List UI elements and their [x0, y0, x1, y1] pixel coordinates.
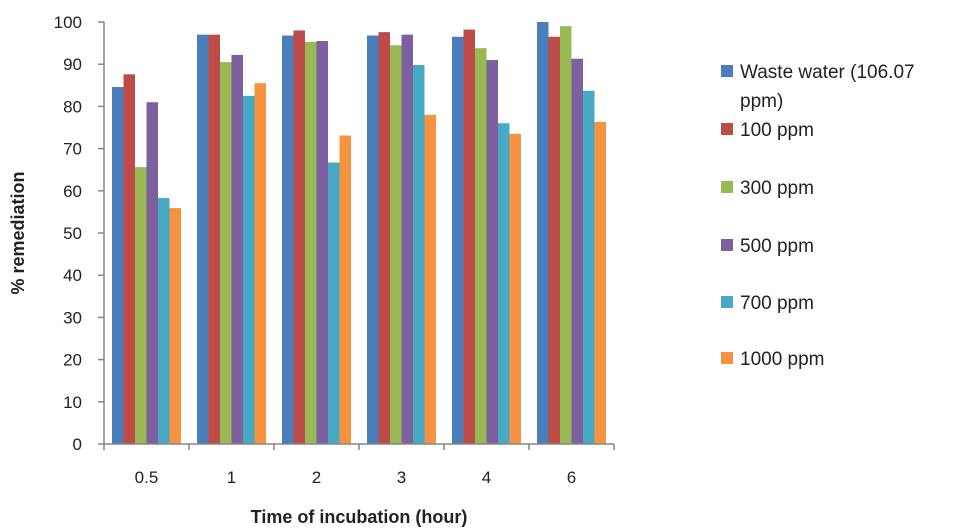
- bar: [112, 86, 124, 445]
- y-tick-label: 0: [73, 435, 82, 454]
- legend-swatch: [721, 352, 733, 364]
- legend-label: ppm): [740, 91, 783, 112]
- y-tick-label: 70: [63, 140, 82, 159]
- legend-swatch: [721, 123, 733, 135]
- bar: [475, 48, 487, 444]
- legend-item: 700 ppm: [721, 293, 814, 314]
- bar: [413, 65, 425, 444]
- bar: [197, 34, 209, 444]
- bar: [282, 35, 294, 444]
- y-tick-label: 30: [63, 308, 82, 327]
- x-tick-label: 0.5: [135, 468, 159, 487]
- y-tick-label: 90: [63, 55, 82, 74]
- x-tick-label: 3: [397, 468, 406, 487]
- bar: [424, 114, 436, 444]
- bar: [583, 90, 595, 444]
- bar: [594, 122, 606, 444]
- bar: [486, 59, 498, 444]
- bar: [401, 34, 413, 444]
- bar: [339, 135, 351, 444]
- bar: [498, 123, 510, 444]
- bars-layer: [112, 22, 606, 445]
- y-tick-label: 50: [63, 224, 82, 243]
- legend-label: Waste water (106.07: [740, 62, 915, 83]
- y-tick-label: 60: [63, 182, 82, 201]
- bar: [243, 95, 255, 444]
- ticks-layer: 0 10 20 30 40 50 60 70 80 90 100 0.5 1 2 3 4 6: [54, 13, 615, 487]
- y-tick-label: 80: [63, 97, 82, 116]
- bar: [378, 32, 390, 444]
- bar: [231, 54, 243, 445]
- bar: [367, 35, 379, 444]
- bar: [316, 40, 328, 445]
- legend-label: 500 ppm: [740, 236, 814, 257]
- y-tick-label: 20: [63, 351, 82, 370]
- x-axis-title: Time of incubation (hour): [251, 507, 468, 527]
- legend-swatch: [721, 181, 733, 193]
- legend-item: 500 ppm: [721, 236, 814, 257]
- bar: [390, 45, 402, 445]
- bar: [548, 36, 560, 445]
- legend-swatch: [721, 65, 733, 77]
- bar: [463, 29, 475, 444]
- x-tick-label: 1: [227, 468, 236, 487]
- y-tick-label: 40: [63, 266, 82, 285]
- bar: [254, 83, 266, 444]
- legend-label: 700 ppm: [740, 293, 814, 314]
- y-tick-label: 10: [63, 393, 82, 412]
- legend-item: 300 ppm: [721, 178, 814, 199]
- bar: [220, 62, 232, 445]
- bar: [305, 41, 317, 444]
- bar: [452, 36, 464, 445]
- legend-label: 300 ppm: [740, 178, 814, 199]
- bar: [123, 74, 135, 444]
- bar: [571, 58, 583, 445]
- bar: [135, 167, 147, 445]
- bar: [158, 197, 170, 444]
- x-tick-label: 6: [567, 468, 576, 487]
- bar: [293, 30, 305, 444]
- legend-label: 1000 ppm: [740, 349, 825, 370]
- bar: [169, 208, 181, 444]
- x-tick-label: 4: [482, 468, 491, 487]
- bar: [560, 26, 572, 444]
- legend-swatch: [721, 296, 733, 308]
- legend-item: Waste water (106.07 ppm): [721, 62, 915, 112]
- y-tick-label: 100: [54, 13, 82, 32]
- legend-label: 100 ppm: [740, 120, 814, 141]
- legend-item: 100 ppm: [721, 120, 814, 141]
- y-axis-title: % remediation: [8, 171, 28, 294]
- bar: [537, 22, 549, 444]
- legend: Waste water (106.07 ppm) 100 ppm 300 ppm 500…: [721, 62, 915, 370]
- bar: [509, 133, 521, 444]
- legend-item: 1000 ppm: [721, 349, 825, 370]
- x-tick-label: 2: [312, 468, 321, 487]
- bar: [146, 102, 158, 445]
- bar: [328, 162, 340, 444]
- bar: [208, 34, 220, 444]
- legend-swatch: [721, 239, 733, 251]
